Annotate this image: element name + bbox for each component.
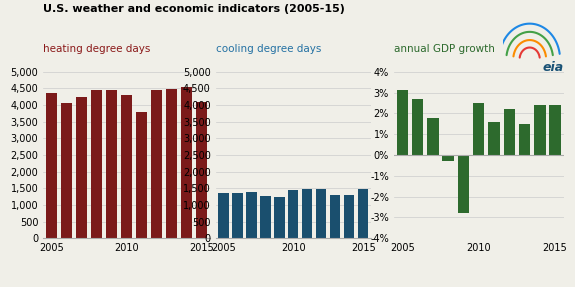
Text: U.S. weather and economic indicators (2005-15): U.S. weather and economic indicators (20… bbox=[43, 4, 345, 14]
Bar bbox=[196, 102, 207, 238]
Bar bbox=[442, 155, 454, 161]
Bar bbox=[358, 189, 369, 238]
Bar bbox=[136, 112, 147, 238]
Bar bbox=[427, 118, 439, 155]
Bar bbox=[246, 192, 256, 238]
Bar bbox=[488, 122, 500, 155]
Bar bbox=[76, 97, 87, 238]
Bar bbox=[232, 193, 243, 238]
Bar bbox=[166, 89, 177, 238]
Bar bbox=[519, 124, 530, 155]
Bar bbox=[504, 109, 515, 155]
Bar bbox=[61, 103, 72, 238]
Bar bbox=[121, 95, 132, 238]
Bar bbox=[458, 155, 469, 213]
Bar bbox=[274, 197, 285, 238]
Text: cooling degree days: cooling degree days bbox=[216, 44, 321, 55]
Bar bbox=[302, 189, 312, 238]
Bar bbox=[288, 190, 298, 238]
Bar bbox=[344, 195, 354, 238]
Bar bbox=[316, 189, 327, 238]
Bar bbox=[260, 196, 270, 238]
Bar bbox=[549, 105, 561, 155]
Bar bbox=[218, 193, 229, 238]
Text: annual GDP growth: annual GDP growth bbox=[394, 44, 494, 55]
Text: heating degree days: heating degree days bbox=[43, 44, 151, 55]
Bar bbox=[412, 99, 423, 155]
Bar bbox=[151, 90, 162, 238]
Bar bbox=[46, 93, 57, 238]
Bar bbox=[397, 90, 408, 155]
Bar bbox=[473, 103, 484, 155]
Bar bbox=[330, 195, 340, 238]
Bar bbox=[534, 105, 546, 155]
Bar bbox=[181, 87, 192, 238]
Bar bbox=[91, 90, 102, 238]
Text: eia: eia bbox=[542, 61, 564, 74]
Bar bbox=[106, 90, 117, 238]
